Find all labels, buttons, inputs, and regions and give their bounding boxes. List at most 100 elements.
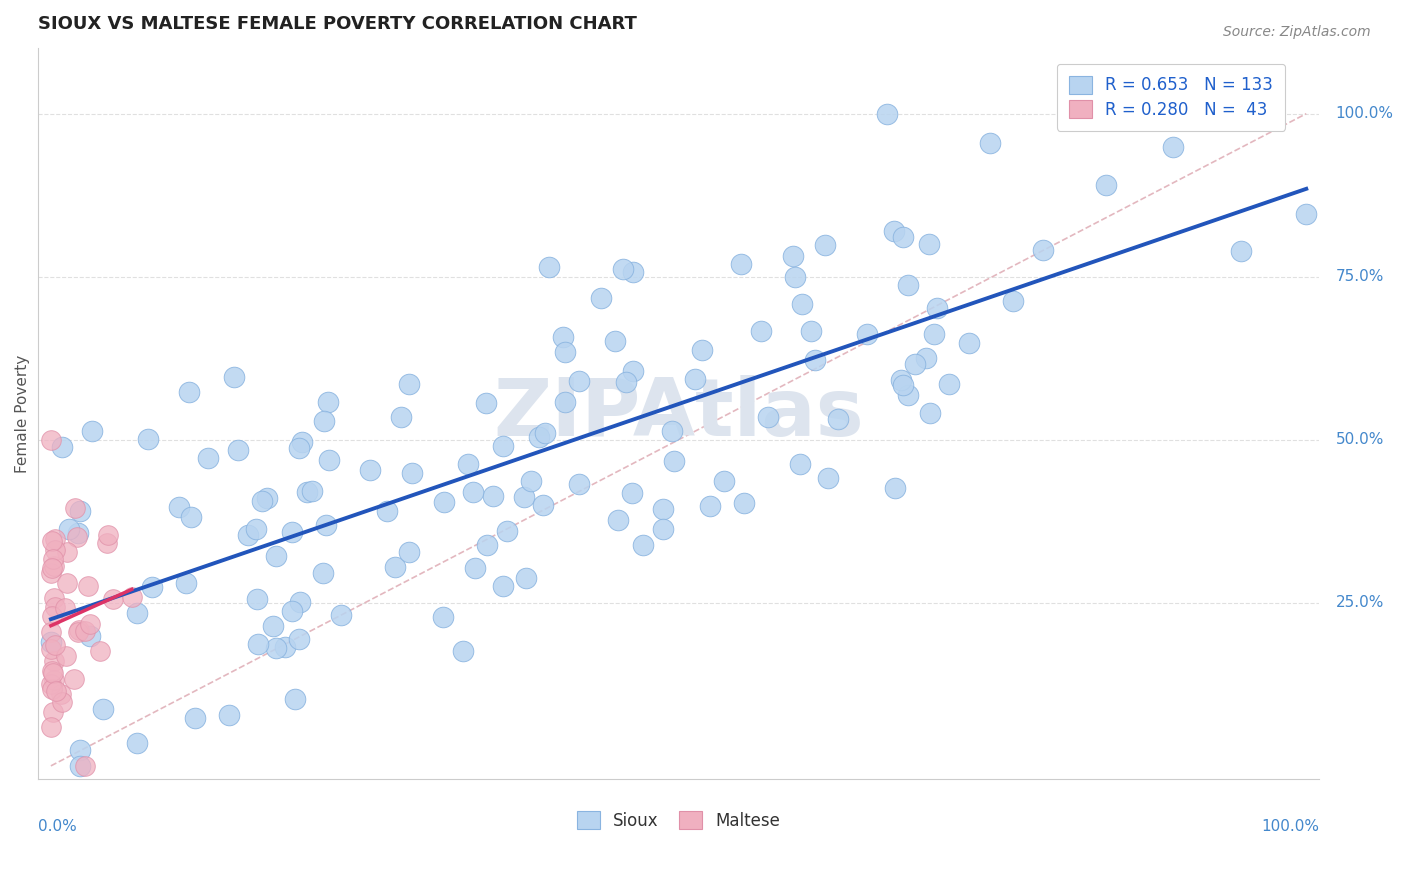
Point [44,543,66,558]
Point [603,334,626,348]
Point [897,277,920,292]
Point [42,666,65,681]
Point [917,237,939,252]
Point [41,677,63,691]
Point [527,430,550,444]
Point [891,377,914,392]
Point [883,224,905,238]
Point [69,759,91,773]
Point [318,394,340,409]
Point [890,373,912,387]
Point [281,525,304,540]
Point [783,270,806,285]
Point [42,705,65,719]
Point [1295,207,1317,221]
Text: 50.0%: 50.0% [1336,433,1384,447]
Point [925,301,948,315]
Point [856,326,879,341]
Point [897,387,920,401]
Point [91,702,114,716]
Point [621,265,644,279]
Point [621,363,644,377]
Point [41,665,63,679]
Point [789,457,811,471]
Point [464,560,486,574]
Point [883,481,905,495]
Point [482,490,505,504]
Point [979,136,1001,150]
Point [451,644,474,658]
Point [41,681,63,696]
Point [699,499,721,513]
Point [690,343,713,357]
Point [314,414,336,428]
Point [938,376,960,391]
Point [914,351,936,366]
Point [44,591,66,606]
Point [41,534,63,549]
Point [1032,244,1054,258]
Text: ZIPAtlas: ZIPAtlas [494,375,863,452]
Point [461,484,484,499]
Point [620,486,643,500]
Point [652,522,675,536]
Point [433,495,456,509]
Point [1095,178,1118,192]
Point [89,644,111,658]
Point [222,369,245,384]
Point [44,638,66,652]
Text: 25.0%: 25.0% [1336,595,1384,610]
Point [589,291,612,305]
Point [245,522,267,536]
Point [121,591,143,605]
Point [41,609,63,624]
Point [69,743,91,757]
Point [652,502,675,516]
Point [218,707,240,722]
Point [41,561,63,575]
Point [803,353,825,368]
Point [246,636,269,650]
Point [42,673,65,688]
Point [41,551,63,566]
Point [42,559,65,574]
Point [256,491,278,506]
Point [274,640,297,654]
Point [79,629,101,643]
Point [492,578,515,592]
Point [1161,140,1184,154]
Point [814,238,837,252]
Point [174,575,197,590]
Point [56,575,79,590]
Point [551,330,574,344]
Point [513,490,536,504]
Point [67,623,90,637]
Point [96,536,118,550]
Point [184,711,207,725]
Point [792,297,814,311]
Point [180,509,202,524]
Text: 75.0%: 75.0% [1336,269,1384,285]
Point [554,345,576,359]
Point [312,566,335,581]
Point [301,483,323,498]
Point [359,463,381,477]
Point [614,375,637,389]
Point [315,517,337,532]
Point [495,524,517,538]
Text: 100.0%: 100.0% [1261,819,1319,834]
Point [891,230,914,244]
Point [531,498,554,512]
Point [606,512,628,526]
Point [75,759,97,773]
Point [398,544,420,558]
Point [45,684,67,698]
Point [266,549,288,563]
Point [631,538,654,552]
Point [457,457,479,471]
Point [554,394,576,409]
Point [39,624,62,639]
Point [49,687,72,701]
Point [197,451,219,466]
Point [782,249,804,263]
